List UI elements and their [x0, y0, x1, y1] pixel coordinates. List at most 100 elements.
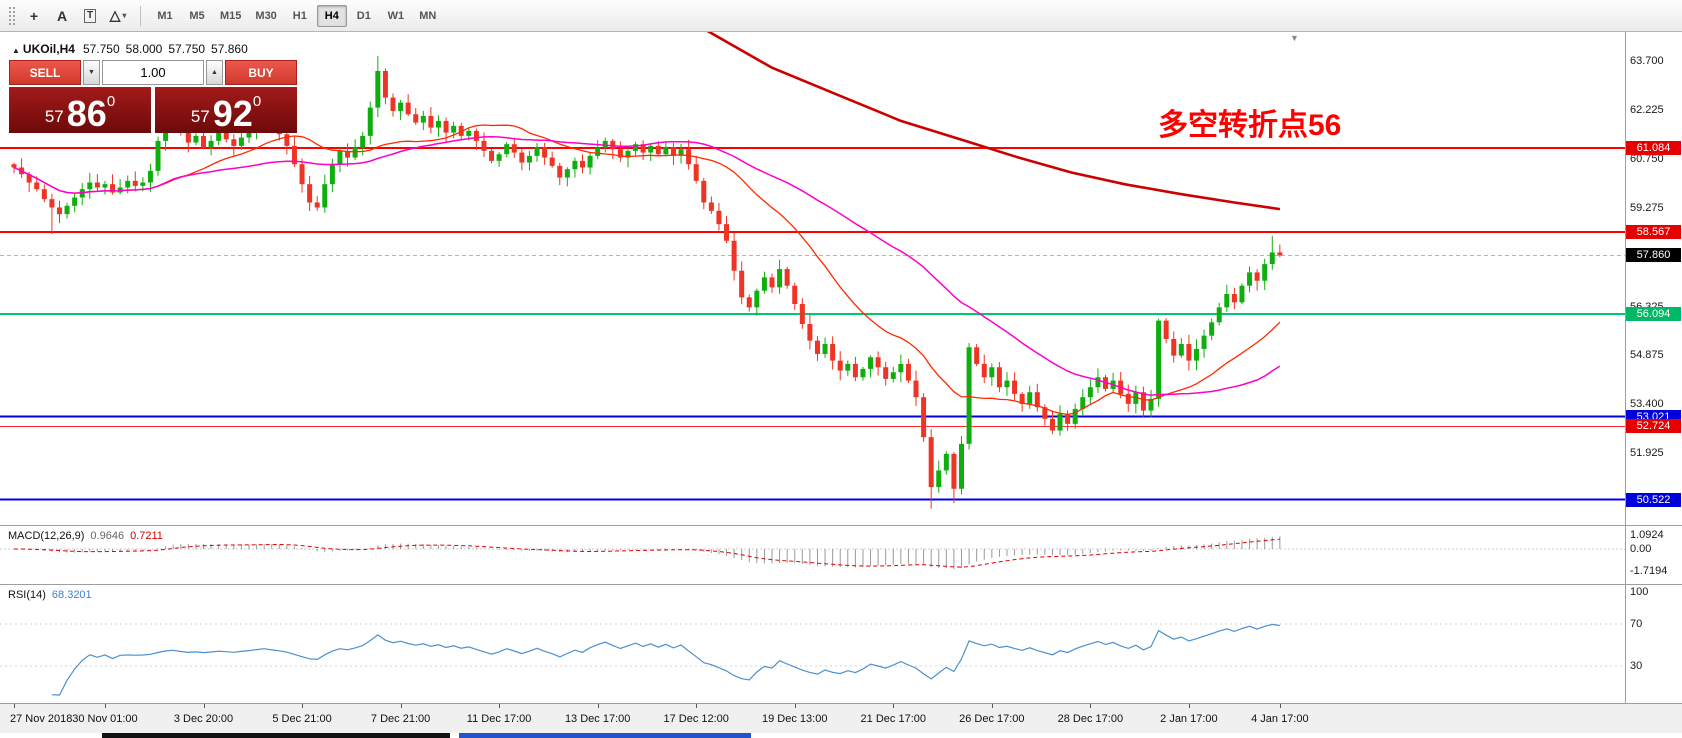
price-axis-label: 63.700	[1630, 55, 1664, 67]
timeframe-w1-button[interactable]: W1	[387, 9, 405, 22]
time-axis-label: 30 Nov 01:00	[72, 713, 138, 725]
price-axis-label: 60.750	[1630, 153, 1664, 166]
time-axis-label: 27 Nov 2018	[10, 713, 73, 725]
rsi-label: RSI(14) 68.3201	[8, 589, 92, 601]
timeframe-mn-button[interactable]: MN	[419, 9, 437, 22]
macd-signal-value: 0.7211	[130, 530, 163, 542]
sell-price-pips: 86	[66, 92, 107, 134]
bottom-strip	[0, 733, 1682, 738]
time-tick	[991, 704, 993, 708]
toolbar-separator	[140, 5, 141, 26]
price-badge: 52.724	[1626, 419, 1681, 434]
text-label-tool-icon[interactable]: A	[56, 7, 68, 24]
text-box-tool-icon[interactable]: T	[77, 4, 103, 28]
time-axis-label: 2 Jan 17:00	[1160, 713, 1218, 725]
buy-price-pips: 92	[212, 92, 253, 134]
time-axis-label: 11 Dec 17:00	[466, 713, 532, 725]
toolbar: + A T △ ▾ M1 M5 M15 M30 H1 H4 D1 W1 MN	[0, 0, 1682, 32]
rsi-axis-label: 30	[1630, 660, 1643, 673]
macd-main-value: 0.9646	[90, 530, 125, 542]
symbol-marker-icon: ▲	[12, 46, 20, 55]
drawing-tools-group: + A T △ ▾	[20, 4, 132, 28]
time-tick	[203, 704, 205, 708]
rsi-value: 68.3201	[51, 589, 92, 601]
macd-axis-label: 0.00	[1630, 543, 1652, 555]
bottom-blue-bar	[459, 733, 751, 738]
macd-axis-label: -1.7194	[1630, 565, 1668, 578]
price-axis-label: 62.225	[1630, 104, 1664, 117]
price-axis-label: 53.400	[1630, 397, 1664, 410]
time-axis-label: 3 Dec 20:00	[173, 713, 234, 725]
volume-input[interactable]	[102, 60, 204, 85]
chart-shift-marker-icon[interactable]: ▼	[1290, 33, 1299, 43]
rsi-name: RSI(14)	[8, 589, 46, 601]
time-tick	[597, 704, 599, 708]
toolbar-grip[interactable]	[8, 5, 16, 26]
chevron-down-icon: ▾	[122, 11, 127, 20]
price-axis-label: 54.875	[1630, 348, 1664, 361]
time-tick	[1279, 704, 1281, 708]
ohlc-high: 58.000	[125, 42, 163, 56]
timeframe-m15-button[interactable]: M15	[220, 9, 242, 22]
timeframe-d1-button[interactable]: D1	[356, 9, 371, 22]
macd-name: MACD(12,26,9)	[8, 530, 85, 542]
time-axis-label: 19 Dec 13:00	[762, 713, 828, 725]
chart-annotation: 多空转折点56	[1158, 109, 1342, 142]
sell-price-sup: 0	[106, 93, 116, 110]
time-tick	[1090, 704, 1092, 708]
time-axis[interactable]: 27 Nov 2018 30 Nov 01:00 3 Dec 20:00 5 Dec …	[0, 703, 1682, 733]
volume-increase-button[interactable]: ▲	[206, 60, 223, 85]
sell-button[interactable]: SELL	[9, 60, 81, 85]
timeframe-h4-button[interactable]: H4	[316, 4, 347, 27]
time-tick	[104, 704, 106, 708]
time-tick	[499, 704, 501, 708]
ohlc-close: 57.860	[211, 42, 248, 56]
buy-price-display[interactable]: 57 92 0	[155, 87, 297, 133]
symbol-period: UKOil,H4	[22, 42, 75, 56]
panel-divider[interactable]	[0, 584, 1682, 585]
time-tick	[302, 704, 304, 708]
chevron-down-icon: ▼	[88, 69, 95, 76]
timeframe-m1-button[interactable]: M1	[157, 9, 173, 22]
price-axis-label: 59.275	[1630, 202, 1664, 215]
buy-button[interactable]: BUY	[225, 60, 297, 85]
volume-decrease-button[interactable]: ▼	[83, 60, 100, 85]
time-axis-label: 26 Dec 17:00	[959, 713, 1025, 725]
price-axis-divider	[1625, 32, 1626, 703]
time-tick	[14, 704, 15, 708]
sell-price-base: 57	[44, 107, 64, 126]
price-axis[interactable]: 63.70062.22560.75059.27556.32554.87553.4…	[1626, 0, 1682, 738]
timeframe-m30-button[interactable]: M30	[255, 9, 277, 22]
bottom-black-bar	[102, 733, 450, 738]
price-badge: 57.860	[1626, 248, 1681, 263]
time-axis-label: 4 Jan 17:00	[1251, 713, 1309, 725]
sell-price-display[interactable]: 57 86 0	[9, 87, 151, 133]
macd-label: MACD(12,26,9) 0.9646 0.7211	[8, 530, 163, 542]
price-badge: 58.567	[1626, 224, 1681, 239]
rsi-axis-label: 70	[1630, 617, 1643, 630]
price-axis-label: 51.925	[1630, 446, 1664, 459]
time-axis-label: 17 Dec 12:00	[663, 713, 729, 725]
price-badge: 56.094	[1626, 307, 1681, 322]
chevron-up-icon: ▲	[211, 69, 218, 76]
macd-axis-label: 1.0924	[1630, 528, 1664, 541]
chart-ohlc-header: ▲ UKOil,H4 57.750 58.000 57.750 57.860	[12, 42, 254, 56]
panel-divider[interactable]	[0, 525, 1682, 526]
timeframe-m5-button[interactable]: M5	[189, 9, 205, 22]
time-axis-label: 5 Dec 21:00	[272, 713, 332, 725]
timeframe-h1-button[interactable]: H1	[292, 9, 307, 22]
timeframe-toolbar: M1 M5 M15 M30 H1 H4 D1 W1 MN	[149, 4, 444, 27]
rsi-axis-label: 100	[1630, 586, 1649, 598]
time-axis-label: 28 Dec 17:00	[1057, 713, 1124, 725]
buy-price-base: 57	[190, 107, 210, 126]
time-axis-label: 13 Dec 17:00	[564, 713, 631, 725]
price-badge: 61.084	[1626, 141, 1681, 156]
shapes-tool-icon[interactable]: △ ▾	[109, 7, 127, 23]
time-axis-label: 7 Dec 21:00	[370, 713, 431, 725]
time-tick	[1188, 704, 1190, 708]
ohlc-open: 57.750	[82, 42, 120, 56]
crosshair-tool-icon[interactable]: +	[29, 7, 39, 24]
time-tick	[794, 704, 796, 708]
